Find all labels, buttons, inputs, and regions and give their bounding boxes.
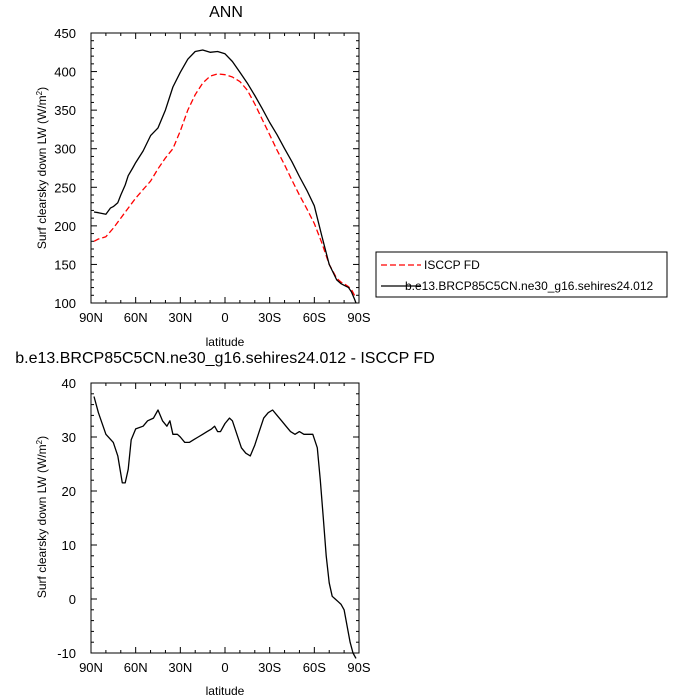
top-x-tick-label: 60N bbox=[124, 310, 148, 325]
top-y-tick-label: 200 bbox=[54, 219, 76, 234]
bottom-chart-title: b.e13.BRCP85C5CN.ne30_g16.sehires24.012 … bbox=[15, 350, 435, 367]
bottom-x-tick-label: 60S bbox=[303, 660, 326, 675]
legend-label-isccp: ISCCP FD bbox=[424, 258, 480, 272]
legend-label-model: b.e13.BRCP85C5CN.ne30_g16.sehires24.012 bbox=[405, 279, 653, 293]
top-y-tick-label: 250 bbox=[54, 180, 76, 195]
bottom-x-tick-label: 60N bbox=[124, 660, 148, 675]
top-series-line-model bbox=[93, 49, 357, 304]
top-y-tick-label: 400 bbox=[54, 65, 76, 80]
legend-box bbox=[375, 251, 668, 298]
top-x-tick-label: 90S bbox=[347, 310, 370, 325]
top-x-tick-label: 90N bbox=[79, 310, 103, 325]
top-y-tick-label: 100 bbox=[54, 296, 76, 311]
top-chart-title: ANN bbox=[209, 4, 243, 21]
top-x-tick-label: 30N bbox=[168, 310, 192, 325]
top-x-tick-label: 30S bbox=[258, 310, 281, 325]
bottom-y-axis-label: Surf clearsky down LW (W/m2) bbox=[35, 436, 50, 598]
top-x-tick-label: 0 bbox=[221, 310, 228, 325]
top-y-axis-label: Surf clearsky down LW (W/m2) bbox=[35, 87, 50, 249]
bottom-x-tick-label: 90S bbox=[347, 660, 370, 675]
bottom-x-axis-label: latitude bbox=[206, 684, 245, 698]
top-y-tick-label: 350 bbox=[54, 103, 76, 118]
top-x-tick-label: 60S bbox=[303, 310, 326, 325]
bottom-x-tick-label: 90N bbox=[79, 660, 103, 675]
bottom-y-tick-label: -10 bbox=[57, 646, 76, 661]
top-y-tick-label: 150 bbox=[54, 257, 76, 272]
bottom-y-tick-label: 20 bbox=[62, 484, 76, 499]
top-x-axis-label: latitude bbox=[206, 335, 245, 349]
bottom-x-tick-label: 30S bbox=[258, 660, 281, 675]
bottom-y-tick-label: 10 bbox=[62, 538, 76, 553]
bottom-series-line-difference bbox=[93, 396, 357, 659]
bottom-y-tick-label: 0 bbox=[69, 592, 76, 607]
top-series-line-isccp-fd bbox=[93, 73, 357, 298]
top-panel: ANN 90N 60N 30N 0 30S 60S 90S 100 150 200 250 300 35… bbox=[35, 4, 668, 349]
bottom-y-tick-label: 40 bbox=[62, 376, 76, 391]
legend: ISCCP FD b.e13.BRCP85C5CN.ne30_g16.sehir… bbox=[375, 251, 668, 298]
bottom-x-tick-label: 0 bbox=[221, 660, 228, 675]
bottom-panel: b.e13.BRCP85C5CN.ne30_g16.sehires24.012 … bbox=[15, 350, 435, 698]
top-y-tick-label: 450 bbox=[54, 26, 76, 41]
top-plot-frame bbox=[90, 32, 360, 304]
bottom-x-tick-label: 30N bbox=[168, 660, 192, 675]
top-y-tick-label: 300 bbox=[54, 142, 76, 157]
bottom-y-tick-label: 30 bbox=[62, 430, 76, 445]
